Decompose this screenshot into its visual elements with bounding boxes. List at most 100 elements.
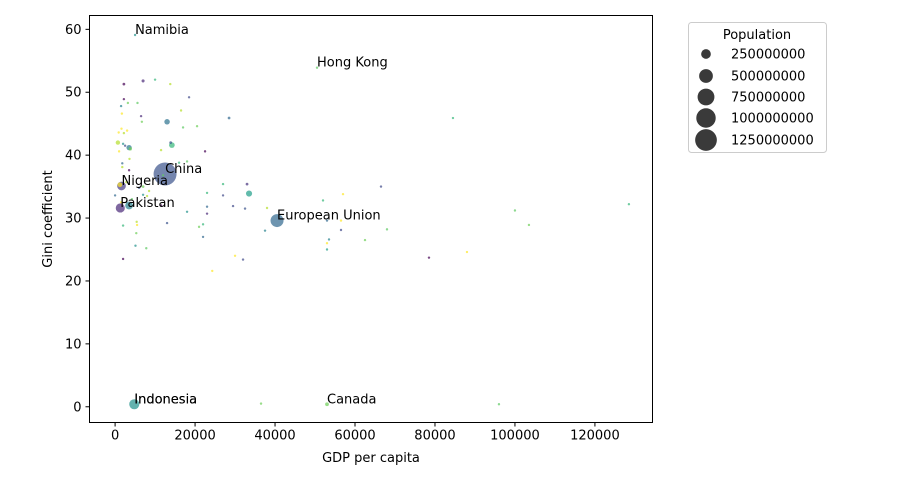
point-label: Canada: [327, 392, 376, 407]
legend-label: 750000000: [731, 91, 805, 106]
data-point: [325, 242, 329, 245]
data-point: [265, 206, 269, 210]
legend-entries: 250000000 500000000 750000000 1000000000 125…: [695, 48, 814, 151]
data-point: [627, 203, 631, 206]
data-point: [341, 192, 345, 196]
data-point: [187, 96, 191, 99]
x-tick-label: 60000: [334, 429, 375, 444]
x-tick-label: 120000: [570, 429, 620, 444]
data-point: [133, 33, 137, 37]
data-point: [241, 258, 245, 261]
point-label: European Union: [277, 209, 381, 224]
data-point: [141, 193, 145, 196]
data-point: [325, 402, 329, 407]
data-point: [245, 182, 249, 186]
data-point: [181, 126, 185, 129]
data-point: [201, 223, 205, 226]
data-point: [117, 131, 120, 134]
data-point: [221, 182, 225, 186]
data-point: [205, 212, 209, 215]
data-point: [159, 204, 163, 207]
legend-marker: [696, 108, 716, 128]
legend-label: 1250000000: [731, 134, 814, 149]
data-point: [169, 82, 172, 86]
data-point: [122, 97, 126, 101]
data-point: [339, 219, 343, 222]
data-point: [145, 194, 149, 198]
data-point: [465, 250, 469, 254]
data-point: [120, 112, 124, 115]
data-point: [141, 185, 145, 188]
data-point: [136, 101, 139, 105]
data-point: [197, 225, 201, 229]
y-tick-label: 60: [65, 23, 82, 38]
data-point: [115, 203, 125, 213]
data-point: [243, 207, 247, 210]
data-point: [325, 219, 329, 222]
plot-frame: [89, 15, 653, 423]
data-point: [126, 101, 130, 105]
y-axis: 0 10 20 30 40 50 60: [65, 23, 90, 415]
point-label: Hong Kong: [317, 56, 388, 71]
data-point: [231, 204, 235, 208]
data-point: [135, 231, 138, 235]
legend-marker: [701, 49, 711, 59]
legend-label: 500000000: [731, 70, 805, 85]
data-point: [164, 119, 170, 125]
point-label: Indonesia: [134, 392, 197, 407]
x-axis-label: GDP per capita: [322, 451, 420, 466]
x-tick-label: 80000: [414, 429, 455, 444]
data-point: [125, 129, 129, 132]
legend: Population 250000000 500000000 750000000 10…: [688, 22, 827, 153]
data-point: [128, 147, 132, 151]
points-layer: [113, 33, 631, 410]
data-point: [115, 140, 121, 145]
y-axis-label: Gini coefficient: [41, 170, 56, 267]
data-point: [227, 116, 231, 120]
data-point: [205, 191, 209, 195]
data-point: [120, 127, 123, 130]
data-point: [121, 257, 125, 261]
point-label: China: [165, 162, 202, 177]
data-point: [119, 104, 123, 108]
data-point: [121, 142, 125, 146]
x-tick-label: 40000: [254, 429, 295, 444]
data-point: [185, 160, 189, 163]
data-point: [119, 201, 123, 204]
data-point: [125, 181, 128, 184]
legend-frame: [688, 22, 827, 153]
data-point: [379, 185, 383, 188]
legend-marker: [695, 129, 717, 151]
data-point: [205, 205, 209, 208]
data-point: [169, 141, 173, 144]
data-point: [145, 247, 148, 250]
data-point: [233, 254, 237, 257]
data-point: [270, 214, 284, 228]
data-point: [513, 209, 517, 212]
data-point: [321, 199, 325, 202]
data-point: [327, 238, 331, 241]
data-point: [127, 169, 131, 172]
y-tick-label: 50: [65, 86, 82, 101]
data-point: [153, 162, 177, 186]
data-point: [122, 82, 126, 86]
data-point: [117, 182, 123, 188]
data-point: [140, 120, 144, 124]
data-point: [339, 228, 343, 232]
data-point: [141, 79, 145, 83]
data-point: [121, 224, 125, 227]
data-point: [161, 174, 165, 177]
data-point: [121, 162, 124, 165]
y-tick-label: 30: [65, 212, 82, 227]
data-point: [121, 165, 124, 169]
point-label: Nigeria: [121, 174, 168, 189]
point-label: Indonesia: [134, 392, 197, 407]
data-point: [185, 210, 189, 213]
data-point: [177, 161, 181, 164]
data-point: [315, 66, 319, 69]
x-tick-label: 100000: [490, 429, 540, 444]
data-point: [363, 238, 367, 242]
y-tick-label: 0: [73, 400, 81, 415]
data-point: [130, 197, 134, 201]
